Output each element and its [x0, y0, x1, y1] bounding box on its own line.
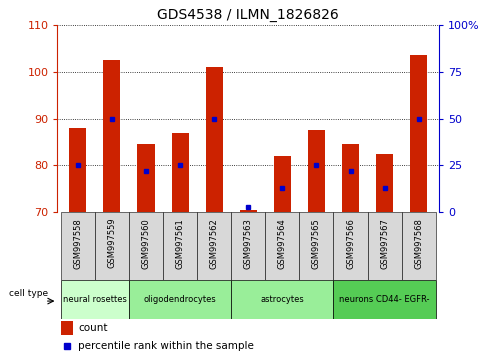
Bar: [69, 128, 86, 212]
Text: astrocytes: astrocytes: [260, 295, 304, 304]
Bar: [402, 212, 436, 280]
Bar: [61, 321, 73, 335]
Text: count: count: [78, 323, 108, 333]
Text: GSM997567: GSM997567: [380, 218, 389, 269]
Text: GSM997566: GSM997566: [346, 218, 355, 269]
Bar: [103, 60, 120, 212]
Bar: [274, 156, 291, 212]
Text: GSM997562: GSM997562: [210, 218, 219, 269]
Bar: [231, 280, 333, 319]
Bar: [410, 55, 427, 212]
Text: GSM997565: GSM997565: [312, 218, 321, 269]
Text: neural rosettes: neural rosettes: [63, 295, 127, 304]
Bar: [342, 144, 359, 212]
Text: oligodendrocytes: oligodendrocytes: [144, 295, 217, 304]
Text: GSM997558: GSM997558: [73, 218, 82, 269]
Bar: [333, 212, 368, 280]
Bar: [129, 212, 163, 280]
Bar: [129, 280, 231, 319]
Text: GSM997564: GSM997564: [278, 218, 287, 269]
Bar: [333, 280, 436, 319]
Bar: [231, 212, 265, 280]
Text: GSM997561: GSM997561: [176, 218, 185, 269]
Bar: [172, 133, 189, 212]
Text: percentile rank within the sample: percentile rank within the sample: [78, 341, 254, 351]
Bar: [61, 280, 129, 319]
Bar: [368, 212, 402, 280]
Text: GSM997563: GSM997563: [244, 218, 253, 269]
Bar: [61, 212, 95, 280]
Bar: [197, 212, 231, 280]
Bar: [138, 144, 155, 212]
Text: neurons CD44- EGFR-: neurons CD44- EGFR-: [339, 295, 430, 304]
Bar: [163, 212, 197, 280]
Title: GDS4538 / ILMN_1826826: GDS4538 / ILMN_1826826: [157, 8, 339, 22]
Bar: [240, 210, 257, 212]
Bar: [206, 67, 223, 212]
Text: GSM997559: GSM997559: [107, 218, 116, 268]
Bar: [376, 154, 393, 212]
Bar: [265, 212, 299, 280]
Text: GSM997568: GSM997568: [414, 218, 423, 269]
Text: GSM997560: GSM997560: [142, 218, 151, 269]
Bar: [299, 212, 333, 280]
Bar: [95, 212, 129, 280]
Bar: [308, 130, 325, 212]
Text: cell type: cell type: [8, 289, 48, 298]
